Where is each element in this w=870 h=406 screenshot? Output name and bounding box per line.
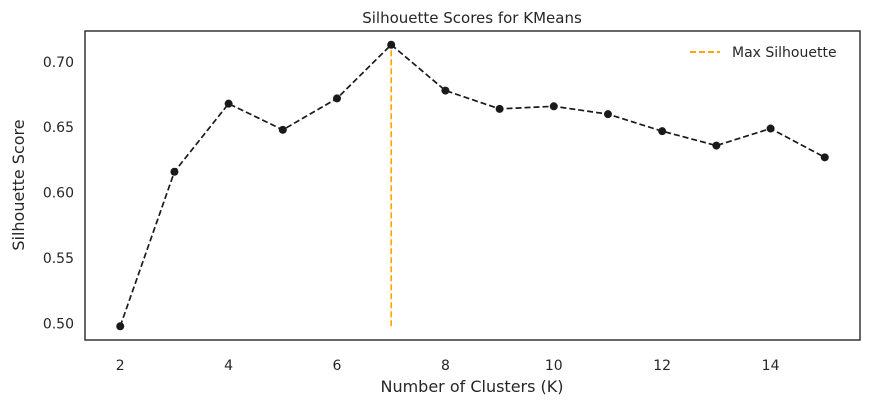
x-tick-label: 8 xyxy=(441,358,450,374)
x-tick-label: 12 xyxy=(653,358,671,374)
data-point-k12 xyxy=(658,127,667,136)
data-point-k7 xyxy=(387,40,396,49)
y-tick-label: 0.70 xyxy=(43,55,74,71)
y-tick-label: 0.50 xyxy=(43,317,74,333)
data-point-k8 xyxy=(441,86,450,95)
data-point-k3 xyxy=(170,167,179,176)
x-tick-label: 2 xyxy=(116,358,125,374)
x-axis-ticks: 2 4 6 8 10 12 14 xyxy=(116,358,780,374)
x-tick-label: 10 xyxy=(545,358,563,374)
x-tick-label: 4 xyxy=(224,358,233,374)
data-point-k13 xyxy=(712,141,721,150)
legend: Max Silhouette xyxy=(690,45,837,61)
data-point-k15 xyxy=(820,153,829,162)
y-axis-ticks: 0.50 0.55 0.60 0.65 0.70 xyxy=(43,55,74,333)
data-point-k11 xyxy=(603,110,612,119)
data-point-k6 xyxy=(333,94,342,103)
chart-title: Silhouette Scores for KMeans xyxy=(362,9,582,27)
legend-label-max-silhouette: Max Silhouette xyxy=(732,45,837,61)
y-tick-label: 0.55 xyxy=(43,251,74,267)
data-point-k10 xyxy=(549,102,558,111)
series-line xyxy=(119,43,826,327)
data-point-k9 xyxy=(495,104,504,113)
data-point-k2 xyxy=(116,322,125,331)
plot-area xyxy=(116,40,829,331)
y-axis-label: Silhouette Score xyxy=(9,119,28,250)
data-point-k4 xyxy=(224,99,233,108)
plot-frame xyxy=(84,30,861,341)
data-point-k14 xyxy=(766,124,775,133)
x-tick-label: 6 xyxy=(333,358,342,374)
y-tick-label: 0.60 xyxy=(43,186,74,202)
x-axis-label: Number of Clusters (K) xyxy=(380,377,563,396)
y-tick-label: 0.65 xyxy=(43,120,74,136)
data-point-k5 xyxy=(278,125,287,134)
x-tick-label: 14 xyxy=(762,358,780,374)
